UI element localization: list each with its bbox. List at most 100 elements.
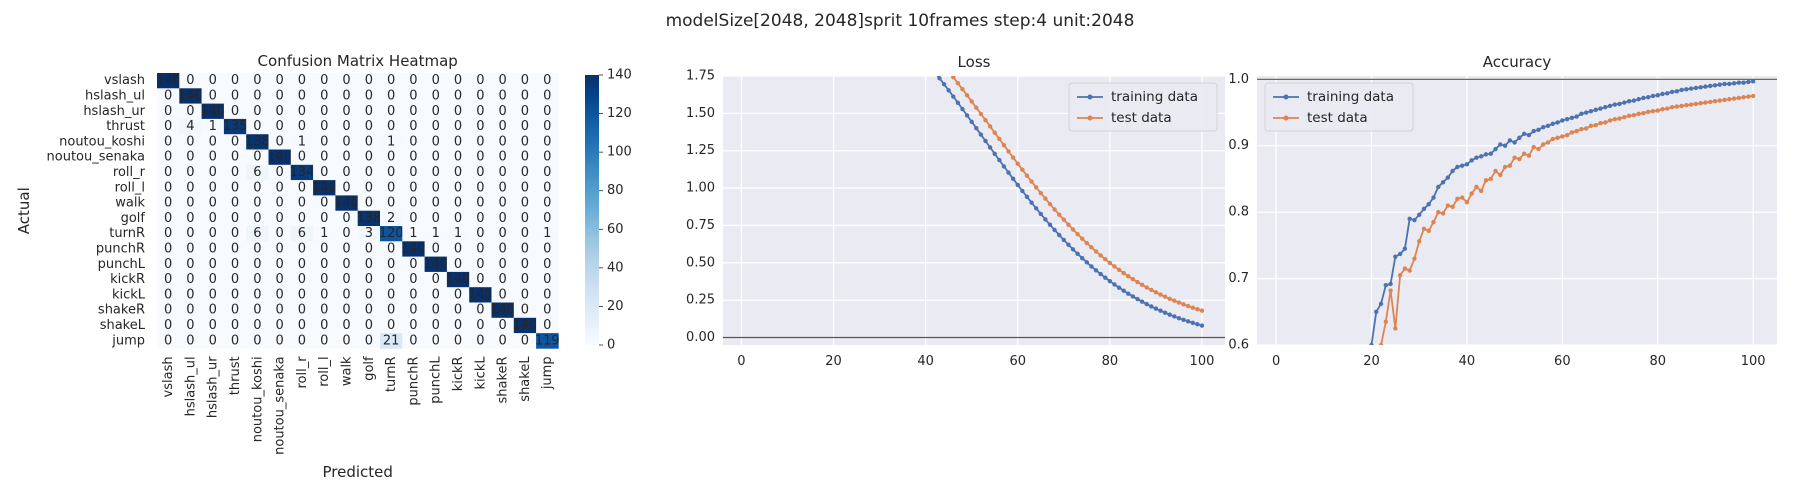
heatmap-cell-label: 0 — [186, 287, 194, 302]
heatmap-cell-label: 0 — [253, 318, 261, 333]
heatmap-cell — [446, 333, 470, 349]
heatmap-cell-label: 0 — [499, 165, 507, 180]
heatmap-cell — [446, 241, 470, 257]
heatmap-cell-label: 0 — [409, 134, 417, 149]
heatmap-cell — [513, 73, 537, 89]
loss-series-point-0 — [1112, 282, 1117, 287]
loss-series-point-0 — [969, 119, 974, 124]
heatmap-cell-label: 0 — [387, 180, 395, 195]
heatmap-x-tick-label: noutou_koshi — [250, 356, 265, 442]
acc-series-point-0 — [1698, 85, 1703, 90]
heatmap-cell-label: 0 — [320, 272, 328, 287]
heatmap-cell — [424, 103, 448, 120]
heatmap-cell — [402, 317, 425, 334]
heatmap-cell-label: 0 — [164, 303, 172, 318]
heatmap-cell — [446, 73, 470, 89]
heatmap-cell — [179, 241, 202, 257]
acc-legend — [1264, 82, 1414, 132]
heatmap-cell-label: 0 — [409, 303, 417, 318]
acc-series-point-1 — [1417, 239, 1422, 244]
heatmap-cell — [335, 271, 358, 288]
heatmap-cell-label: 1 — [320, 226, 328, 241]
heatmap-cell-label: 0 — [543, 318, 551, 333]
heatmap-cell-label: 0 — [276, 303, 284, 318]
loss-series-point-0 — [1167, 312, 1172, 317]
heatmap-cell-label: 0 — [499, 318, 507, 333]
acc-series-point-1 — [1560, 134, 1565, 139]
acc-series-point-0 — [1402, 246, 1408, 251]
heatmap-cell — [536, 103, 559, 120]
acc-series-point-0 — [1455, 164, 1460, 170]
heatmap-y-tick-label: thrust — [106, 119, 145, 134]
acc-series-point-1 — [1512, 155, 1517, 160]
heatmap-cell — [246, 241, 269, 257]
heatmap-cell — [335, 164, 358, 181]
heatmap-cell — [290, 333, 314, 349]
heatmap-cell-label: 0 — [209, 88, 217, 103]
heatmap-cell-label: 0 — [164, 241, 172, 256]
heatmap-cell-label: 0 — [276, 165, 284, 180]
acc-series-point-1 — [1731, 96, 1737, 101]
heatmap-cell-label: 0 — [365, 241, 373, 256]
loss-series-point-0 — [910, 42, 914, 46]
acc-series-point-0 — [1731, 81, 1737, 86]
loss-series-point-1 — [987, 124, 993, 129]
heatmap-cell-label: 0 — [320, 333, 328, 348]
heatmap-cell — [380, 134, 403, 150]
loss-series-point-0 — [1015, 182, 1020, 188]
heatmap-cell — [157, 210, 180, 227]
heatmap-cell-label: 0 — [387, 165, 395, 180]
acc-series-point-0 — [1388, 281, 1393, 287]
heatmap-cell — [157, 302, 180, 319]
acc-series-point-1 — [1502, 164, 1508, 170]
loss-series-point-1 — [1181, 302, 1186, 307]
heatmap-cell-label: 0 — [186, 73, 194, 88]
heatmap-cell-label: 0 — [231, 287, 239, 302]
heatmap-cell — [268, 271, 292, 288]
acc-series-point-0 — [1727, 81, 1732, 87]
heatmap-cell — [469, 287, 492, 303]
heatmap-x-tick-label: golf — [362, 356, 377, 381]
acc-series-point-0 — [1612, 102, 1617, 107]
heatmap-cell — [446, 195, 470, 211]
heatmap-cell-label: 0 — [164, 196, 172, 211]
acc-series-point-0 — [1741, 80, 1746, 85]
heatmap-cell-label: 0 — [521, 272, 529, 287]
heatmap-cell — [469, 302, 492, 319]
heatmap-cell — [246, 287, 269, 303]
loss-series-point-1 — [951, 76, 956, 80]
loss-series-point-1 — [1158, 292, 1163, 297]
heatmap-cell-label: 0 — [543, 272, 551, 287]
acc-x-tick-label: 0 — [1272, 354, 1280, 369]
heatmap-cell — [469, 118, 492, 135]
heatmap-y-tick-label: hslash_ur — [83, 104, 145, 119]
heatmap-cell — [157, 149, 180, 166]
heatmap-cell — [290, 180, 314, 196]
heatmap-cell-label: 0 — [454, 165, 462, 180]
heatmap-cell-label: 0 — [298, 318, 306, 333]
heatmap-cell-label: 0 — [476, 303, 484, 318]
heatmap-cell — [290, 241, 314, 257]
heatmap-cell — [491, 210, 515, 227]
heatmap-cell — [268, 302, 292, 319]
acc-series-point-0 — [1436, 184, 1441, 190]
heatmap-cell-label: 0 — [209, 272, 217, 287]
heatmap-cell-label: 0 — [209, 333, 217, 348]
acc-series-point-1 — [1641, 110, 1646, 116]
acc-series-point-1 — [1498, 172, 1503, 178]
heatmap-x-tick-label: noutou_senaka — [273, 356, 288, 454]
acc-series-point-1 — [1507, 163, 1513, 168]
heatmap-cell-label: 0 — [298, 196, 306, 211]
heatmap-cell — [424, 195, 448, 211]
heatmap-cell-label: 0 — [387, 241, 395, 256]
acc-series-point-1 — [1722, 97, 1727, 103]
heatmap-cell-label: 0 — [521, 211, 529, 226]
loss-series-point-1 — [1103, 257, 1108, 262]
heatmap-cell-label: 0 — [432, 73, 440, 88]
heatmap-cell-label: 0 — [164, 257, 172, 272]
heatmap-cell-label: 0 — [298, 73, 306, 88]
loss-series-point-1 — [1047, 201, 1053, 207]
acc-series-point-0 — [1555, 120, 1560, 125]
heatmap-cell-label: 0 — [432, 318, 440, 333]
acc-series-point-0 — [1641, 95, 1646, 101]
